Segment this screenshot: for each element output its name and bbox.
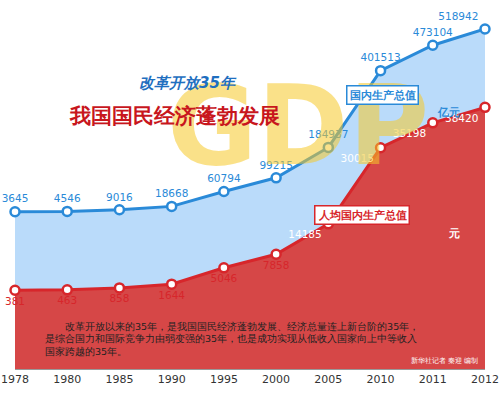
svg-text:30015: 30015	[341, 152, 374, 164]
svg-text:858: 858	[109, 292, 129, 304]
svg-text:463: 463	[57, 294, 77, 306]
svg-text:新华社记者 秦迎 编制: 新华社记者 秦迎 编制	[411, 357, 478, 365]
svg-text:1978: 1978	[1, 373, 29, 386]
svg-text:1985: 1985	[105, 373, 133, 386]
svg-text:2005: 2005	[314, 373, 342, 386]
svg-text:1990: 1990	[158, 373, 186, 386]
svg-text:3645: 3645	[2, 192, 29, 204]
svg-text:4546: 4546	[54, 192, 81, 204]
svg-text:9016: 9016	[106, 191, 133, 203]
svg-text:7858: 7858	[263, 259, 290, 271]
svg-text:人均国内生产总值: 人均国内生产总值	[318, 209, 407, 222]
svg-text:2011: 2011	[419, 373, 447, 386]
svg-text:GDP: GDP	[167, 62, 429, 190]
svg-text:国内生产总值: 国内生产总值	[350, 89, 416, 102]
svg-text:35198: 35198	[393, 127, 426, 139]
svg-text:2010: 2010	[367, 373, 395, 386]
svg-text:1995: 1995	[210, 373, 238, 386]
svg-text:473104: 473104	[413, 26, 453, 38]
svg-text:改革开放以来的35年，是我国国民经济蓬勃发展、经济总量连上新: 改革开放以来的35年，是我国国民经济蓬勃发展、经济总量连上新台阶的35年，是综合…	[45, 321, 419, 357]
svg-text:2000: 2000	[262, 373, 290, 386]
svg-text:1644: 1644	[158, 289, 185, 301]
svg-text:184937: 184937	[308, 128, 348, 140]
svg-text:亿元: 亿元	[437, 106, 460, 119]
svg-text:381: 381	[5, 295, 25, 307]
svg-text:改革开放35年: 改革开放35年	[139, 74, 237, 92]
svg-text:18668: 18668	[155, 187, 188, 199]
svg-text:14185: 14185	[288, 228, 321, 240]
svg-text:我国国民经济蓬勃发展: 我国国民经济蓬勃发展	[69, 104, 280, 128]
svg-text:元: 元	[448, 227, 460, 240]
svg-text:99215: 99215	[259, 159, 292, 171]
svg-text:1980: 1980	[53, 373, 81, 386]
svg-text:2012: 2012	[471, 373, 499, 386]
svg-text:60794: 60794	[207, 172, 241, 184]
svg-text:38420: 38420	[445, 112, 478, 124]
svg-text:401513: 401513	[361, 51, 401, 63]
svg-text:518942: 518942	[438, 10, 478, 22]
svg-text:5046: 5046	[211, 272, 238, 284]
